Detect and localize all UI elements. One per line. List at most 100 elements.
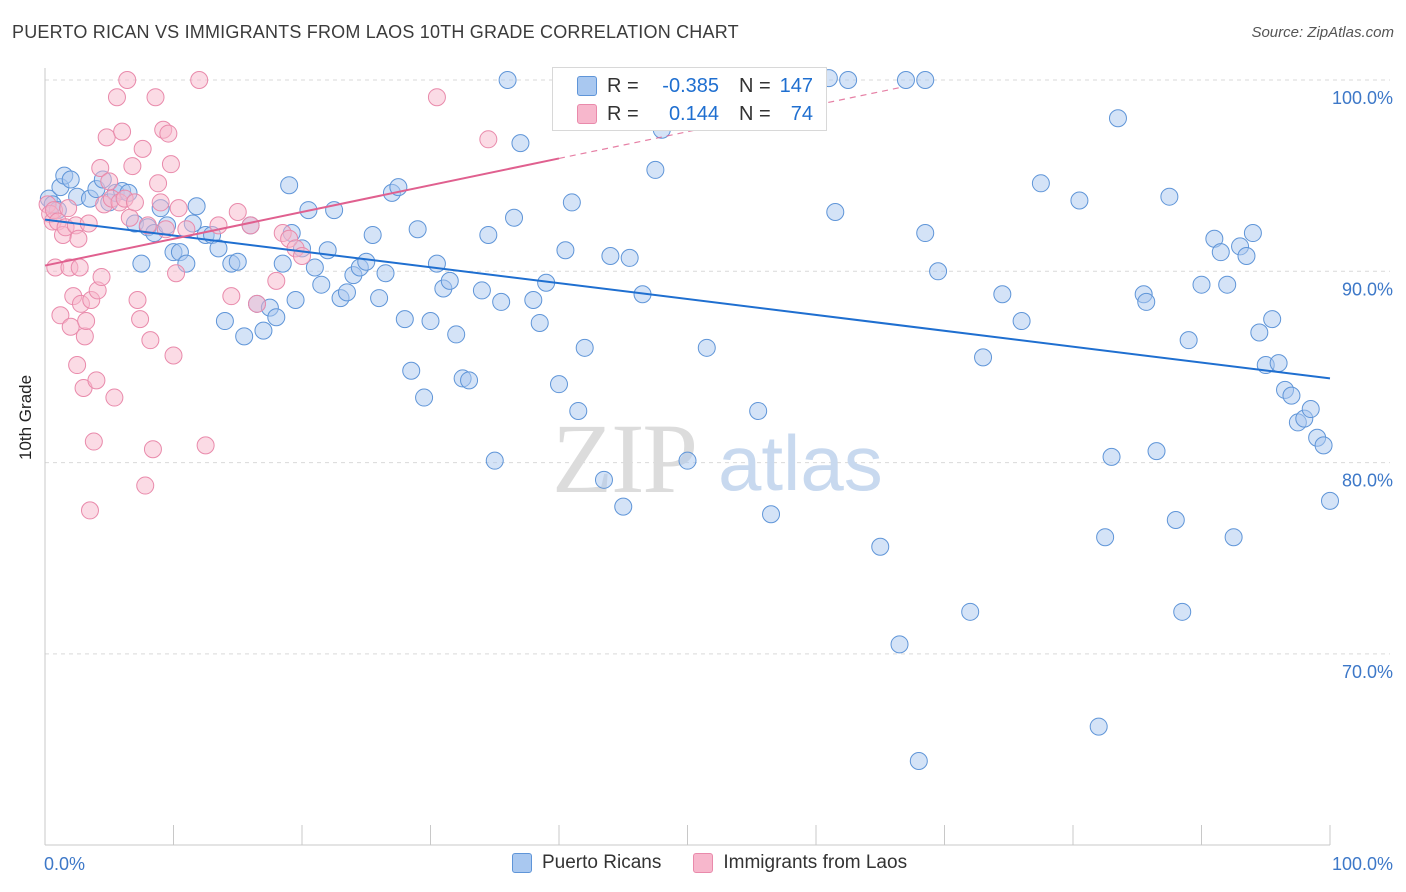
data-point-puerto-ricans (1237, 246, 1256, 265)
legend-n-value: 74 (790, 102, 813, 125)
data-point-puerto-ricans (1269, 354, 1288, 373)
data-point-immigrants-from-laos (196, 436, 215, 455)
data-point-puerto-ricans (492, 292, 511, 311)
data-point-puerto-ricans (305, 258, 324, 277)
data-point-puerto-ricans (1250, 323, 1269, 342)
data-point-immigrants-from-laos (151, 193, 170, 212)
data-point-immigrants-from-laos (100, 172, 119, 191)
data-point-immigrants-from-laos (120, 208, 139, 227)
data-point-puerto-ricans (601, 246, 620, 265)
data-point-puerto-ricans (1137, 292, 1156, 311)
data-point-immigrants-from-laos (267, 271, 286, 290)
data-point-puerto-ricans (929, 262, 948, 281)
data-point-immigrants-from-laos (169, 199, 188, 218)
legend-item-immigrants-from-laos: Immigrants from Laos (693, 852, 907, 874)
data-point-puerto-ricans (562, 193, 581, 212)
data-point-puerto-ricans (1321, 491, 1339, 510)
data-point-puerto-ricans (280, 176, 299, 195)
data-point-puerto-ricans (1314, 436, 1333, 455)
data-point-puerto-ricans (678, 451, 697, 470)
tick-labels: 70.0% 80.0% 90.0% 100.0% 0.0% 100.0% (44, 88, 1393, 874)
y-tick-label: 70.0% (1342, 662, 1393, 682)
data-point-puerto-ricans (1218, 275, 1237, 294)
data-point-immigrants-from-laos (222, 287, 241, 306)
data-point-puerto-ricans (1243, 224, 1262, 243)
data-point-puerto-ricans (839, 71, 858, 89)
data-point-immigrants-from-laos (125, 193, 144, 212)
legend-n-label: N = (739, 102, 771, 125)
data-point-puerto-ricans (697, 338, 716, 357)
y-tick-label: 90.0% (1342, 279, 1393, 299)
data-point-puerto-ricans (376, 264, 395, 283)
data-point-immigrants-from-laos (248, 294, 267, 313)
data-point-puerto-ricans (1070, 191, 1089, 210)
data-point-immigrants-from-laos (70, 258, 89, 277)
data-point-puerto-ricans (1224, 528, 1243, 547)
data-point-puerto-ricans (228, 252, 247, 271)
data-point-immigrants-from-laos (51, 306, 70, 325)
watermark: ZIP atlas (552, 403, 883, 514)
data-point-immigrants-from-laos (105, 388, 124, 407)
legend-row-puerto-ricans: R = -0.385 N = 147 (577, 72, 813, 100)
series-immigrants-from-laos (38, 71, 498, 520)
data-point-immigrants-from-laos (143, 440, 162, 459)
data-point-puerto-ricans (594, 470, 613, 489)
data-point-puerto-ricans (1263, 310, 1282, 329)
data-point-puerto-ricans (505, 208, 524, 227)
data-point-puerto-ricans (485, 451, 504, 470)
data-point-puerto-ricans (620, 248, 639, 267)
data-point-puerto-ricans (1108, 109, 1127, 128)
data-point-puerto-ricans (524, 290, 543, 309)
data-point-immigrants-from-laos (138, 216, 157, 235)
x-tick-label-max: 100.0% (1332, 854, 1393, 874)
data-point-puerto-ricans (890, 635, 909, 654)
legend-label-immigrants-from-laos: Immigrants from Laos (723, 852, 908, 873)
data-point-puerto-ricans (370, 289, 389, 308)
data-point-immigrants-from-laos (427, 88, 446, 107)
legend-n-label: N = (739, 74, 771, 97)
data-point-immigrants-from-laos (164, 346, 183, 365)
data-point-puerto-ricans (1192, 275, 1211, 294)
data-point-puerto-ricans (61, 170, 80, 189)
data-point-immigrants-from-laos (84, 432, 103, 451)
data-point-immigrants-from-laos (241, 216, 260, 235)
data-point-immigrants-from-laos (167, 264, 186, 283)
data-point-puerto-ricans (1031, 174, 1050, 193)
data-point-puerto-ricans (402, 361, 421, 380)
data-point-puerto-ricans (187, 197, 206, 216)
data-point-immigrants-from-laos (69, 229, 88, 248)
data-point-immigrants-from-laos (91, 158, 110, 177)
data-point-puerto-ricans (1160, 187, 1179, 206)
data-point-puerto-ricans (215, 312, 234, 331)
data-point-puerto-ricans (460, 371, 479, 390)
data-point-puerto-ricans (1211, 243, 1230, 262)
legend-r-value: -0.385 (662, 74, 719, 97)
data-point-puerto-ricans (871, 537, 890, 556)
data-point-puerto-ricans (826, 202, 845, 221)
data-point-puerto-ricans (1282, 386, 1301, 405)
data-point-immigrants-from-laos (133, 139, 152, 158)
data-point-puerto-ricans (550, 375, 568, 394)
data-point-immigrants-from-laos (80, 501, 99, 520)
data-point-immigrants-from-laos (131, 310, 150, 329)
trend-line-puerto-ricans (44, 218, 1331, 380)
source-label: Source: ZipAtlas.com (1251, 24, 1394, 41)
legend-item-puerto-ricans: Puerto Ricans (512, 852, 661, 874)
data-point-puerto-ricans (646, 160, 665, 179)
stats-legend: R = -0.385 N = 147 R = 0.144 N = 74 (552, 67, 827, 131)
data-point-immigrants-from-laos (59, 199, 78, 218)
data-point-puerto-ricans (762, 505, 781, 524)
legend-swatch-blue (512, 853, 532, 873)
data-point-immigrants-from-laos (92, 268, 111, 287)
legend-label-puerto-ricans: Puerto Ricans (542, 852, 662, 873)
data-point-puerto-ricans (363, 225, 382, 244)
data-point-puerto-ricans (395, 310, 414, 329)
data-point-puerto-ricans (1012, 312, 1031, 331)
data-point-puerto-ricans (1096, 528, 1115, 547)
data-point-puerto-ricans (511, 134, 530, 153)
data-point-puerto-ricans (1147, 442, 1166, 461)
data-point-immigrants-from-laos (123, 157, 142, 176)
legend-swatch-pink (693, 853, 714, 873)
data-point-puerto-ricans (1102, 447, 1121, 466)
data-point-puerto-ricans (132, 254, 151, 273)
